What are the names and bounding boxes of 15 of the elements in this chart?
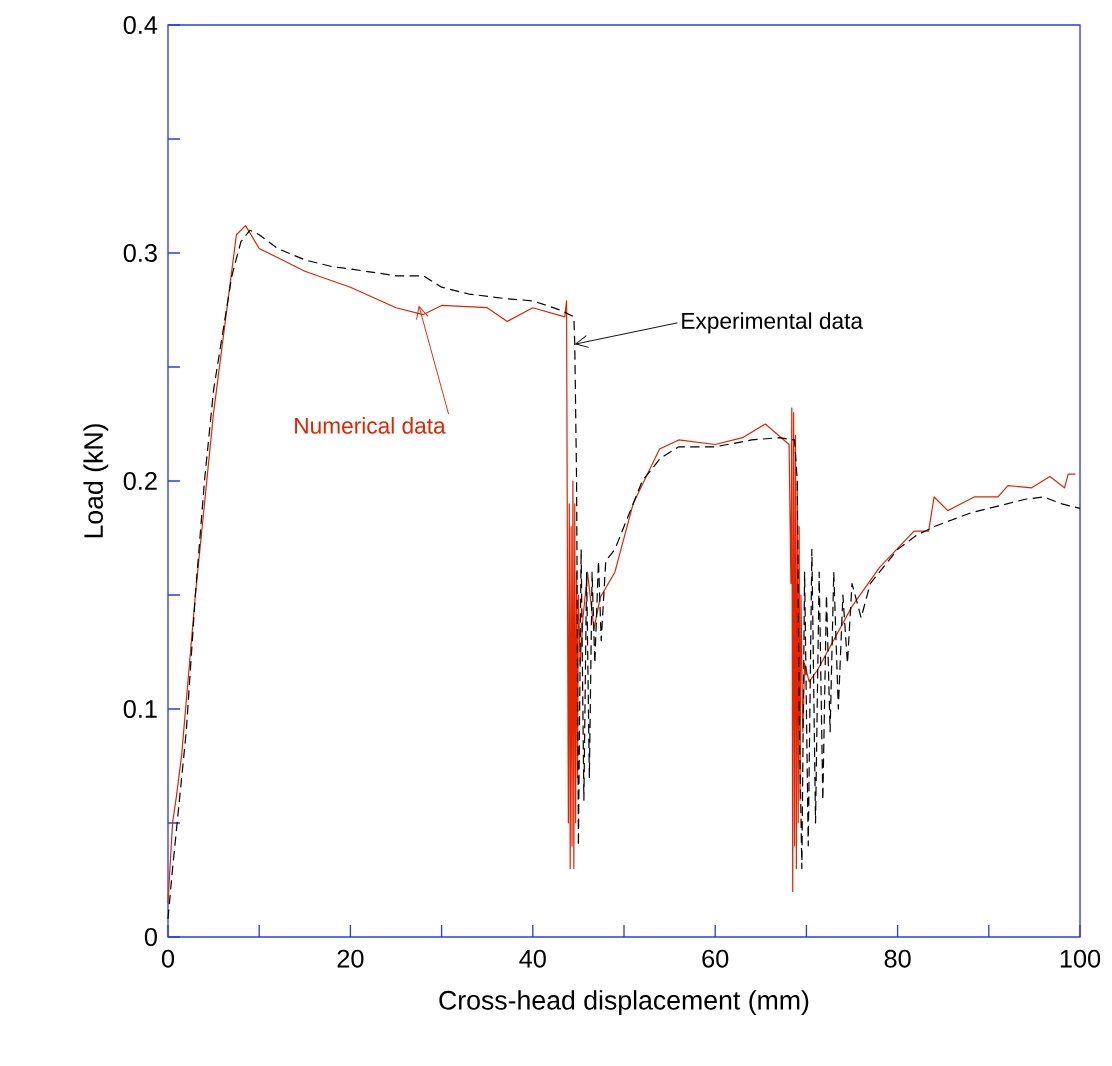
x-tick-label: 100 [1060,949,1101,968]
y-tick-label: 0.3 [123,244,157,262]
y-tick-label: 0.4 [123,16,158,34]
x-tick-label: 60 [702,949,729,968]
x-tick-label: 20 [337,949,364,968]
x-axis-title: Cross-head displacement (mm) [439,990,809,1015]
x-tick-label: 40 [519,949,546,968]
x-tick-label: 80 [884,949,911,968]
y-tick-label: 0.1 [123,700,157,718]
y-tick-label: 0 [144,928,157,946]
annotation: Experimental data [682,312,864,334]
y-tick-label: 0.2 [123,472,157,490]
annotation: Numerical data [295,417,446,434]
x-tick-label: 0 [161,949,175,968]
y-axis-title: Load (kN) [83,424,109,538]
